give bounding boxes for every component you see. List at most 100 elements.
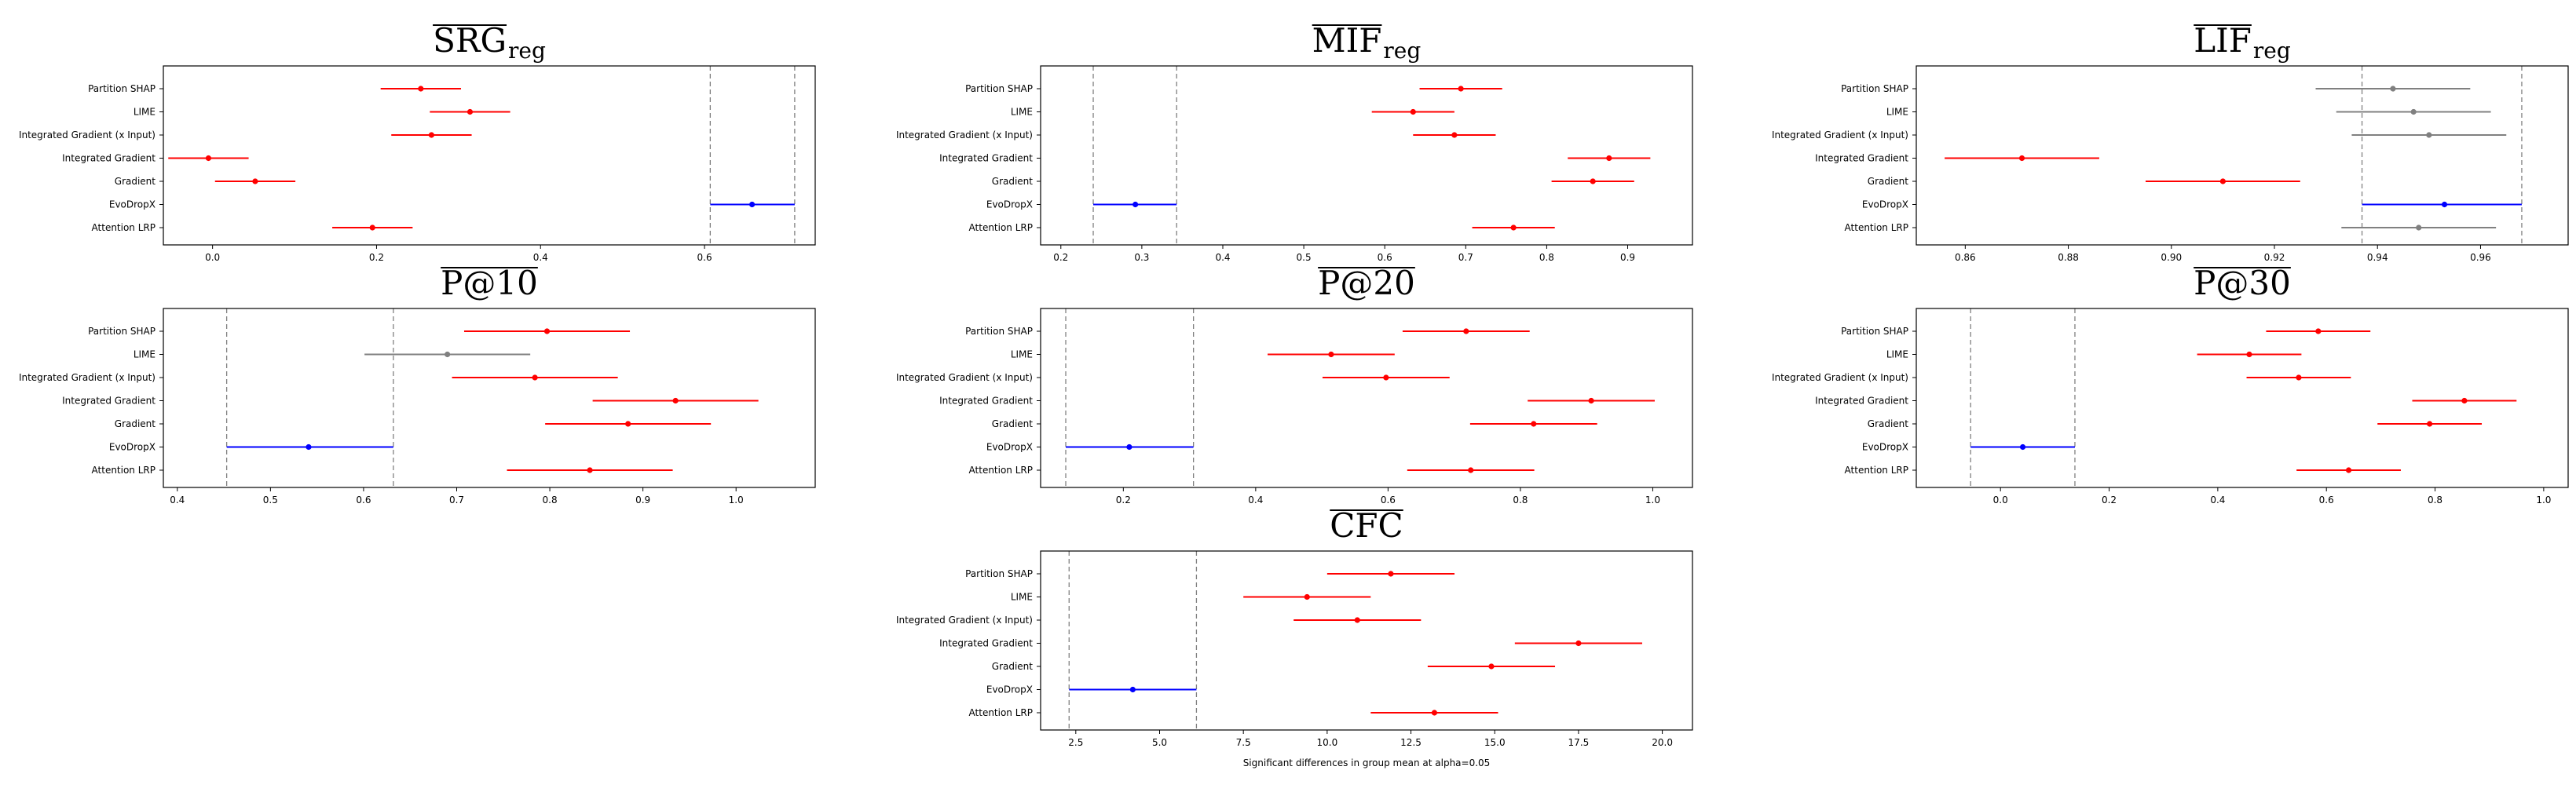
category-label: Partition SHAP — [965, 568, 1033, 579]
chart-title-main: P@10 — [441, 264, 538, 302]
group-mean-point — [749, 201, 756, 208]
group-mean-point — [1588, 397, 1594, 404]
plot-frame — [163, 65, 816, 246]
x-tick-label: 20.0 — [1652, 737, 1673, 748]
group-mean-point — [1132, 201, 1139, 208]
plot-frame — [1040, 308, 1693, 488]
plot-frame — [1916, 65, 2569, 246]
group-mean-point — [532, 374, 538, 381]
panel-6: Partition SHAP LIME Integrated Gradient (x… — [896, 506, 1693, 768]
category-label: Attention LRP — [1845, 465, 1908, 476]
category-label: EvoDropX — [109, 442, 156, 453]
group-mean-point — [1431, 710, 1438, 716]
category-label: Attention LRP — [969, 222, 1033, 233]
group-mean-point — [2018, 155, 2025, 162]
group-mean-point — [1388, 571, 1394, 577]
category-label: Integrated Gradient (x Input) — [896, 372, 1033, 383]
plot-frame — [1040, 550, 1693, 731]
category-label: Integrated Gradient — [939, 638, 1033, 649]
x-tick-label: 0.6 — [697, 252, 712, 263]
x-tick-label: 0.6 — [2319, 495, 2334, 505]
category-label: EvoDropX — [1862, 199, 1908, 210]
x-tick-label: 0.8 — [1513, 495, 1528, 505]
group-mean-point — [1383, 374, 1389, 381]
category-label: Partition SHAP — [965, 83, 1033, 94]
category-label: Partition SHAP — [88, 326, 156, 337]
panel-4: Partition SHAP LIME Integrated Gradient (x… — [896, 264, 1693, 505]
panel-1: Partition SHAP LIME Integrated Gradient (x… — [896, 21, 1693, 263]
category-label: Partition SHAP — [1841, 83, 1908, 94]
x-tick-label: 0.0 — [1993, 495, 2008, 505]
group-mean-point — [1468, 467, 1474, 473]
group-mean-point — [1328, 351, 1334, 358]
category-label: LIME — [1011, 107, 1033, 118]
category-label: Partition SHAP — [88, 83, 156, 94]
panel-0: Partition SHAP LIME Integrated Gradient (x… — [19, 21, 816, 263]
group-mean-point — [2315, 328, 2322, 334]
x-tick-label: 0.2 — [2102, 495, 2117, 505]
chart-title-main: P@30 — [2194, 264, 2291, 302]
x-tick-label: 0.4 — [1215, 252, 1230, 263]
category-label: Attention LRP — [92, 222, 156, 233]
category-label: Integrated Gradient — [1815, 153, 1908, 164]
group-mean-point — [2416, 224, 2422, 231]
group-mean-point — [252, 178, 258, 184]
category-label: Integrated Gradient — [1815, 396, 1908, 407]
x-tick-label: 0.96 — [2470, 252, 2491, 263]
x-tick-label: 1.0 — [1645, 495, 1660, 505]
group-mean-point — [418, 86, 424, 92]
category-label: EvoDropX — [109, 199, 156, 210]
x-tick-label: 0.9 — [1620, 252, 1635, 263]
x-tick-label: 0.2 — [369, 252, 384, 263]
x-tick-label: 0.8 — [1539, 252, 1554, 263]
group-mean-point — [1354, 617, 1360, 623]
category-label: Partition SHAP — [1841, 326, 1908, 337]
chart-title-main: MIF — [1312, 21, 1382, 60]
x-tick-label: 10.0 — [1316, 737, 1337, 748]
plot-frame — [1916, 308, 2569, 488]
group-mean-point — [1606, 155, 1612, 162]
group-mean-point — [1451, 132, 1458, 138]
category-label: LIME — [134, 349, 156, 360]
x-tick-label: 0.94 — [2367, 252, 2388, 263]
category-label: LIME — [134, 107, 156, 118]
chart-title: P@30 — [2194, 264, 2291, 302]
category-label: Gradient — [1868, 176, 1909, 187]
x-tick-label: 1.0 — [2536, 495, 2551, 505]
group-mean-point — [2426, 132, 2432, 138]
chart-title-main: SRG — [433, 21, 507, 60]
x-tick-label: 0.7 — [1458, 252, 1473, 263]
chart-title-subscript: reg — [508, 38, 546, 64]
panel-2: Partition SHAP LIME Integrated Gradient (x… — [1772, 21, 2569, 263]
category-label: Attention LRP — [1845, 222, 1908, 233]
category-label: Gradient — [115, 418, 156, 429]
group-mean-point — [1488, 663, 1495, 670]
category-label: Integrated Gradient (x Input) — [896, 615, 1033, 626]
group-mean-point — [205, 155, 212, 162]
group-mean-point — [2019, 443, 2026, 451]
category-label: Attention LRP — [969, 465, 1033, 476]
plot-frame — [1040, 65, 1693, 246]
x-tick-label: 0.4 — [2210, 495, 2225, 505]
panel-3: Partition SHAP LIME Integrated Gradient (x… — [19, 264, 816, 505]
category-label: Integrated Gradient (x Input) — [1772, 372, 1908, 383]
category-label: LIME — [1011, 592, 1033, 603]
x-tick-label: 0.4 — [170, 495, 185, 505]
chart-title-main: LIF — [2194, 21, 2252, 60]
category-label: Gradient — [992, 418, 1034, 429]
group-mean-point — [306, 443, 312, 451]
x-tick-label: 12.5 — [1400, 737, 1422, 748]
group-mean-point — [1510, 224, 1517, 231]
group-mean-point — [1129, 686, 1136, 693]
group-mean-point — [672, 397, 679, 404]
x-tick-label: 0.4 — [1248, 495, 1263, 505]
chart-title: LIF reg — [2194, 21, 2291, 64]
x-tick-label: 17.5 — [1568, 737, 1590, 748]
group-mean-point — [1590, 178, 1596, 184]
x-tick-label: 0.92 — [2264, 252, 2285, 263]
chart-title-main: CFC — [1330, 506, 1403, 545]
x-tick-label: 5.0 — [1152, 737, 1167, 748]
group-mean-point — [2427, 421, 2433, 427]
group-mean-point — [2390, 86, 2396, 92]
